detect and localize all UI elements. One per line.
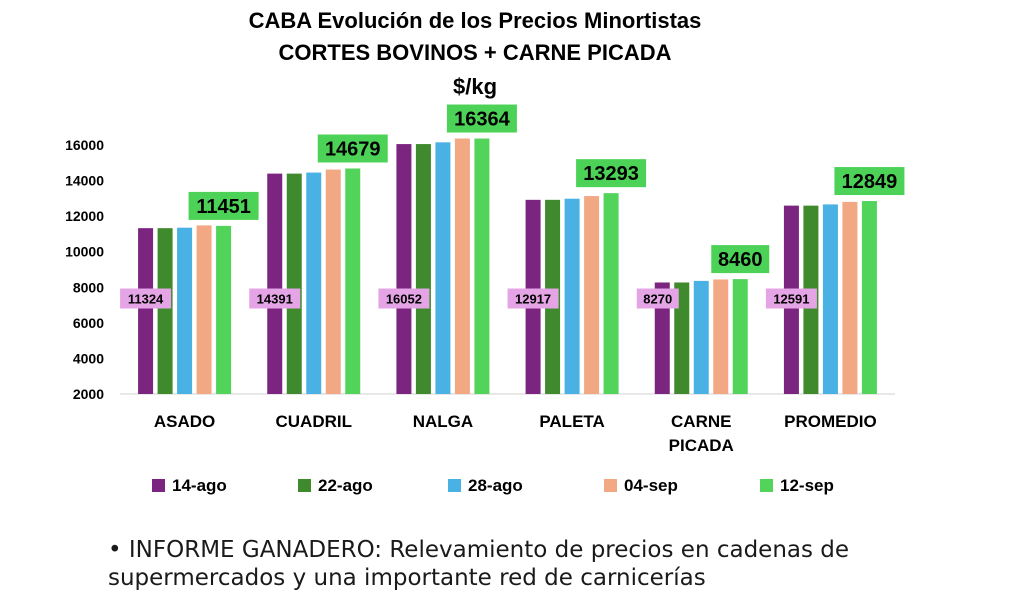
- data-label-box-last: [317, 134, 388, 163]
- data-label-last: 12849: [842, 171, 898, 193]
- bar-14-ago: [396, 144, 412, 394]
- chart-title: CABA Evolución de los Precios Minortista…: [248, 8, 702, 33]
- category-label: PICADA: [669, 436, 734, 455]
- bar-12-sep: [861, 201, 877, 394]
- data-label-first: 12917: [515, 292, 551, 307]
- data-label-box-last: [188, 191, 259, 220]
- bar-04-sep: [842, 201, 858, 394]
- legend-label: 14-ago: [172, 476, 227, 495]
- data-label-last: 8460: [718, 249, 763, 271]
- data-label-box-last: [576, 159, 647, 188]
- legend-label: 28-ago: [468, 476, 523, 495]
- data-label-first: 16052: [386, 292, 422, 307]
- data-label-first: 11324: [128, 292, 164, 307]
- bar-22-ago: [157, 228, 173, 394]
- bar-22-ago: [674, 282, 690, 394]
- data-label-box-last: [711, 245, 770, 274]
- data-label-box-first: [636, 288, 679, 309]
- data-label-last: 16364: [454, 109, 510, 131]
- data-label-box-first: [378, 288, 430, 309]
- data-label-first: 12591: [773, 292, 809, 307]
- category-label: CUADRIL: [276, 412, 353, 431]
- bar-12-sep: [216, 225, 232, 394]
- footer-text: INFORME GANADERO: Relevamiento de precio…: [108, 537, 850, 591]
- y-tick-label: 2000: [73, 386, 104, 402]
- bar-28-ago: [306, 172, 322, 394]
- data-label-box-last: [446, 104, 517, 133]
- bar-04-sep: [454, 138, 470, 394]
- y-unit-label: $/kg: [452, 74, 498, 99]
- data-label-last: 13293: [583, 163, 639, 185]
- category-label: NALGA: [413, 412, 473, 431]
- legend-swatch: [298, 479, 311, 492]
- bar-12-sep: [474, 138, 490, 394]
- bar-04-sep: [713, 279, 729, 394]
- y-tick-label: 14000: [65, 173, 104, 189]
- bar-28-ago: [177, 227, 193, 394]
- bar-14-ago: [267, 173, 283, 394]
- data-label-box-first: [507, 288, 559, 309]
- legend-label: 22-ago: [318, 476, 373, 495]
- bar-04-sep: [196, 225, 212, 394]
- bar-12-sep: [732, 279, 748, 394]
- bar-22-ago: [415, 144, 431, 394]
- y-tick-label: 4000: [73, 350, 104, 366]
- y-tick-label: 6000: [73, 315, 104, 331]
- y-tick-label: 12000: [65, 208, 104, 224]
- bullet: •: [108, 537, 122, 563]
- category-label: PROMEDIO: [784, 412, 877, 431]
- legend-swatch: [152, 479, 165, 492]
- legend-swatch: [760, 479, 773, 492]
- bar-04-sep: [584, 196, 600, 394]
- legend-label: 04-sep: [624, 476, 678, 495]
- y-tick-label: 8000: [73, 279, 104, 295]
- bar-28-ago: [822, 204, 838, 394]
- footer-note: • INFORME GANADERO: Relevamiento de prec…: [108, 536, 988, 592]
- y-tick-label: 10000: [65, 244, 104, 260]
- data-label-first: 14391: [257, 292, 293, 307]
- data-label-first: 8270: [643, 292, 672, 307]
- data-label-last: 11451: [196, 196, 251, 218]
- legend-label: 12-sep: [780, 476, 834, 495]
- data-label-box-first: [120, 288, 172, 309]
- data-label-box-first: [249, 288, 301, 309]
- data-label-last: 14679: [325, 138, 381, 160]
- category-label: PALETA: [539, 412, 604, 431]
- bar-28-ago: [693, 280, 709, 394]
- bar-14-ago: [138, 228, 154, 394]
- legend-swatch: [448, 479, 461, 492]
- category-label: ASADO: [154, 412, 215, 431]
- bar-28-ago: [435, 142, 451, 394]
- bar-04-sep: [325, 169, 341, 394]
- chart-subtitle: CORTES BOVINOS + CARNE PICADA: [278, 40, 672, 65]
- data-label-box-first: [765, 288, 817, 309]
- bar-22-ago: [286, 173, 302, 394]
- bar-12-sep: [345, 168, 361, 394]
- bar-28-ago: [564, 198, 580, 394]
- category-label: CARNE: [671, 412, 731, 431]
- data-label-box-last: [834, 167, 905, 196]
- y-tick-label: 16000: [65, 137, 104, 153]
- bar-chart: 2000 4000 6000 8000 10000 12000 14000 16000 1132…: [65, 104, 905, 495]
- bar-14-ago: [654, 282, 670, 394]
- bar-12-sep: [603, 193, 619, 394]
- legend-swatch: [604, 479, 617, 492]
